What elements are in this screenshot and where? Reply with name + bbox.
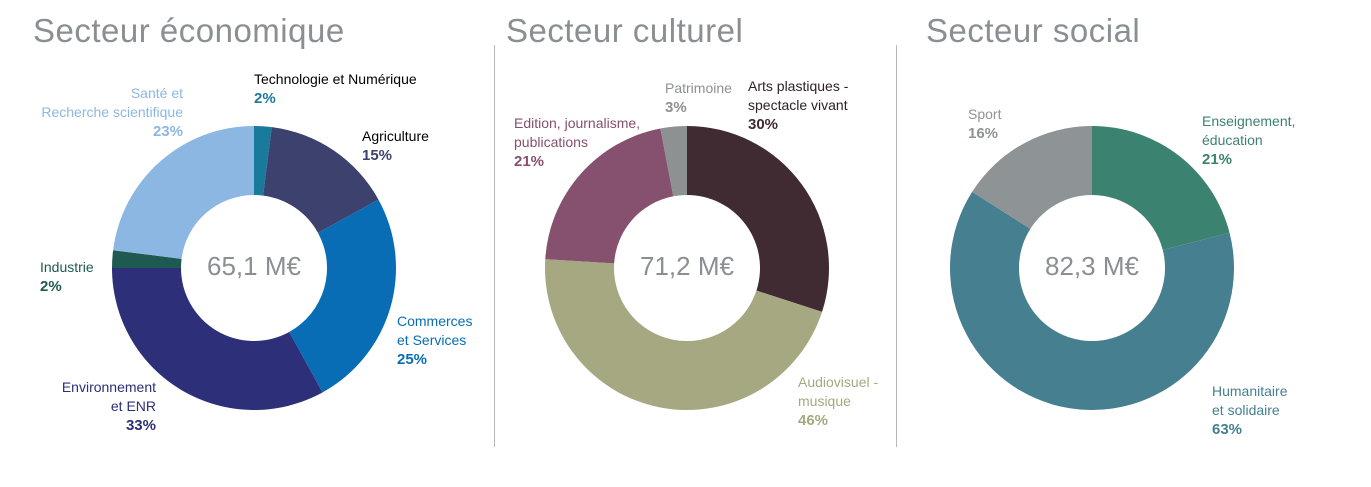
label-patrimoine: Patrimoine 3% (665, 79, 732, 117)
label-environnement-line2: et ENR (110, 398, 156, 414)
label-technologie: Technologie et Numérique 2% (254, 70, 417, 108)
label-enseignement-line1: Enseignement, (1202, 113, 1296, 129)
label-humanitaire-line1: Humanitaire (1212, 383, 1288, 399)
label-commerces-line1: Commerces (397, 313, 473, 329)
label-edition: Edition, journalisme, publications 21% (514, 114, 640, 171)
donut-chart-social: 82,3 M€ (950, 126, 1235, 411)
label-agriculture-text: Agriculture (362, 128, 429, 144)
label-audiovisuel-pct: 46% (798, 412, 829, 429)
label-patrimoine-text: Patrimoine (665, 80, 732, 96)
slice-ind (112, 250, 182, 268)
slice-hum (950, 191, 1235, 411)
label-technologie-text: Technologie et Numérique (254, 71, 417, 87)
panel-culturel: Secteur culturel 71,2 M€ Patrimoine 3% A… (495, 0, 896, 487)
label-agriculture-pct: 15% (362, 147, 393, 164)
label-sante-line2: Recherche scientifique (41, 104, 183, 120)
label-technologie-pct: 2% (254, 90, 276, 107)
label-arts-line1: Arts plastiques - (748, 78, 849, 94)
panel-economique: Secteur économique 65,1 M€ Technologie e… (0, 0, 495, 487)
donut-chart-culturel: 71,2 M€ (544, 126, 829, 411)
label-industrie: Industrie 2% (40, 258, 94, 296)
slice-audio (544, 259, 823, 411)
label-enseignement-line2: éducation (1202, 132, 1263, 148)
label-arts-line2: spectacle vivant (748, 97, 848, 113)
slice-sport (972, 126, 1092, 229)
label-humanitaire-pct: 63% (1212, 421, 1243, 438)
label-audiovisuel-line1: Audiovisuel - (798, 374, 879, 390)
slice-agri (263, 127, 379, 233)
label-audiovisuel-line2: musique (798, 393, 851, 409)
label-commerces-line2: et Services (397, 332, 467, 348)
label-sport-text: Sport (968, 106, 1002, 122)
label-arts-pct: 30% (748, 116, 779, 133)
center-total-culturel: 71,2 M€ (640, 251, 734, 281)
slice-sante (113, 126, 255, 259)
label-environnement-pct: 33% (125, 417, 156, 434)
slice-ens (1092, 126, 1230, 250)
label-commerces: Commerces et Services 25% (397, 312, 472, 369)
label-agriculture: Agriculture 15% (362, 127, 429, 165)
label-sante-line1: Santé et (130, 85, 183, 101)
divider-left (494, 45, 495, 447)
label-industrie-pct: 2% (40, 278, 62, 295)
slice-patri (660, 126, 687, 197)
panel-social: Secteur social 82,3 M€ Sport 16% Enseign… (897, 0, 1371, 487)
label-humanitaire-line2: et solidaire (1212, 402, 1280, 418)
label-audiovisuel: Audiovisuel - musique 46% (798, 373, 878, 430)
label-edition-line1: Edition, journalisme, (514, 115, 641, 131)
label-patrimoine-pct: 3% (665, 99, 687, 116)
label-edition-pct: 21% (514, 153, 545, 170)
label-environnement: Environnement et ENR 33% (62, 378, 156, 435)
slice-env (112, 268, 323, 411)
label-environnement-line1: Environnement (61, 379, 156, 395)
center-total-social: 82,3 M€ (1045, 251, 1139, 281)
label-humanitaire: Humanitaire et solidaire 63% (1212, 382, 1287, 439)
divider-right (896, 45, 897, 447)
label-sport-pct: 16% (968, 125, 999, 142)
chart-title-culturel: Secteur culturel (506, 12, 744, 49)
chart-title-social: Secteur social (926, 12, 1141, 49)
label-industrie-text: Industrie (40, 259, 94, 275)
center-total-economique: 65,1 M€ (207, 251, 301, 281)
chart-title-economique: Secteur économique (33, 12, 345, 49)
slice-tech (254, 126, 272, 196)
label-sport: Sport 16% (968, 105, 1001, 143)
label-edition-line2: publications (514, 134, 588, 150)
slice-edition (545, 128, 674, 264)
label-sante: Santé et Recherche scientifique 23% (41, 84, 183, 141)
label-arts: Arts plastiques - spectacle vivant 30% (748, 77, 848, 134)
slice-comm (289, 199, 397, 393)
label-enseignement-pct: 21% (1202, 151, 1233, 168)
label-sante-pct: 23% (152, 123, 183, 140)
slice-arts (687, 126, 829, 312)
label-commerces-pct: 25% (397, 351, 428, 368)
donut-chart-economique: 65,1 M€ (112, 126, 397, 411)
label-enseignement: Enseignement, éducation 21% (1202, 112, 1295, 169)
